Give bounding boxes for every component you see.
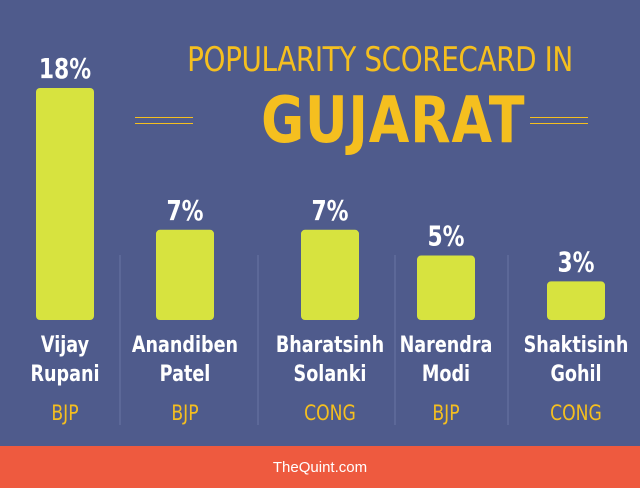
category-label-1-line-2: Rupani (30, 361, 99, 386)
bar-3 (301, 229, 359, 320)
chart-title-line2: GUJARAT (261, 84, 526, 158)
category-label-1-line-1: Vijay (41, 332, 89, 357)
category-label-3-line-2: Solanki (294, 361, 367, 386)
party-label-1: BJP (51, 400, 78, 425)
category-label-5-line-1: Shaktisinh (524, 332, 629, 357)
category-label-2-line-2: Patel (160, 361, 211, 386)
footer-source: TheQuint.com (272, 459, 368, 476)
category-label-5-line-2: Gohil (550, 361, 601, 386)
value-label-1: 18% (39, 52, 91, 84)
bar-4 (417, 255, 475, 320)
chart-title-line1: POPULARITY SCORECARD IN (187, 40, 573, 80)
category-label-4-line-2: Modi (422, 361, 470, 386)
party-label-2: BJP (171, 400, 198, 425)
title-decoration-left (135, 117, 193, 124)
value-label-5: 3% (557, 246, 594, 278)
category-label-4-line-1: Narendra (400, 332, 493, 357)
bar-5 (547, 281, 605, 320)
party-label-3: CONG (304, 400, 356, 425)
title-decoration-right (530, 117, 588, 124)
footer-band (0, 446, 640, 488)
category-label-2-line-1: Anandiben (132, 332, 238, 357)
value-label-3: 7% (311, 194, 348, 226)
value-label-4: 5% (427, 220, 464, 252)
party-label-5: CONG (550, 400, 602, 425)
category-label-3-line-1: Bharatsinh (276, 332, 384, 357)
bar-2 (156, 229, 214, 320)
party-label-4: BJP (432, 400, 459, 425)
value-label-2: 7% (166, 194, 203, 226)
bar-1 (36, 88, 94, 320)
